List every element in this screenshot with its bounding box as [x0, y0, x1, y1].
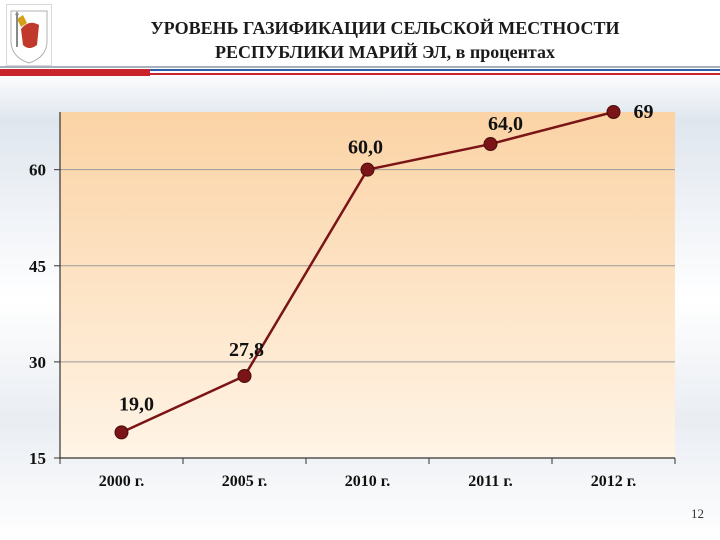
coat-of-arms-logo — [6, 4, 52, 66]
y-tick-label: 60 — [29, 161, 46, 180]
coat-of-arms-icon — [10, 10, 48, 64]
axis-layer: 15 30 45 60 2000 г. 2005 г. 2010 г. 2011 г. 2012… — [29, 112, 676, 490]
x-tick-label: 2011 г. — [468, 473, 513, 490]
data-label: 69 — [634, 101, 654, 123]
data-point — [237, 368, 252, 383]
y-tick-label: 30 — [29, 353, 46, 372]
page-number: 12 — [691, 506, 704, 521]
data-label: 64,0 — [488, 113, 523, 135]
data-label: 60,0 — [348, 137, 383, 159]
x-tick-label: 2000 г. — [99, 473, 144, 490]
data-point — [483, 137, 498, 152]
data-label: 19,0 — [119, 393, 154, 415]
data-point — [360, 162, 375, 177]
y-tick-label: 15 — [29, 449, 46, 468]
page-subtitle: РЕСПУБЛИКИ МАРИЙ ЭЛ, в процентах — [215, 42, 555, 62]
series-layer — [114, 105, 621, 440]
x-tick-label: 2010 г. — [345, 473, 390, 490]
x-tick-label: 2012 г. — [591, 473, 636, 490]
stripe-left-block — [0, 69, 150, 76]
header-stripes — [0, 66, 720, 76]
y-tick-label: 45 — [29, 257, 46, 276]
data-point — [606, 105, 621, 119]
label-layer: 19,0 27,8 60,0 64,0 69 — [119, 101, 654, 415]
data-point — [114, 425, 129, 440]
x-tick-label: 2005 г. — [222, 473, 267, 490]
page-title: УРОВЕНЬ ГАЗИФИКАЦИИ СЕЛЬСКОЙ МЕСТНОСТИ — [150, 18, 620, 38]
data-label: 27,8 — [229, 339, 264, 361]
